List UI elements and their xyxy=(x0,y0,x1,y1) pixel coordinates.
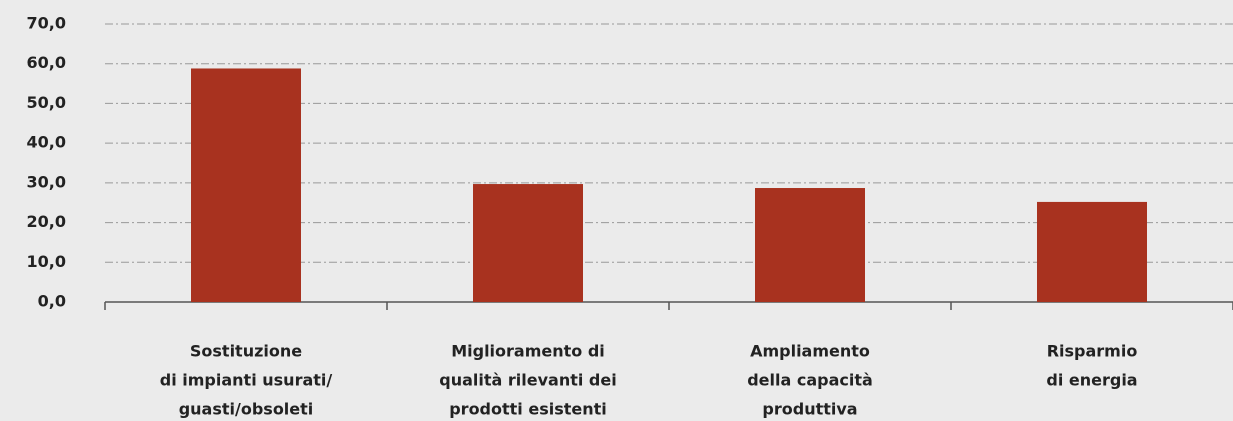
y-tick-label: 20,0 xyxy=(27,212,66,231)
y-tick-label: 40,0 xyxy=(27,133,66,152)
x-tick-label: prodotti esistenti xyxy=(449,400,607,419)
y-tick-label: 30,0 xyxy=(27,172,66,191)
y-tick-label: 0,0 xyxy=(38,292,66,311)
x-tick-label: della capacità xyxy=(747,371,873,390)
x-tick-label: di impianti usurati/ xyxy=(160,371,333,390)
x-tick-label: Sostituzione xyxy=(190,342,302,361)
bar xyxy=(473,184,583,302)
x-tick-label: guasti/obsoleti xyxy=(179,400,314,419)
x-tick-label: Miglioramento di xyxy=(451,342,605,361)
bar xyxy=(755,188,865,302)
y-tick-label: 70,0 xyxy=(27,14,66,33)
y-tick-label: 50,0 xyxy=(27,93,66,112)
bar xyxy=(191,68,301,302)
x-tick-label: produttiva xyxy=(762,400,857,419)
x-tick-label: qualità rilevanti dei xyxy=(439,371,616,390)
bar xyxy=(1037,201,1147,302)
x-tick-label: Risparmio xyxy=(1047,342,1138,361)
x-tick-label: di energia xyxy=(1046,371,1137,390)
x-tick-label: Ampliamento xyxy=(750,342,870,361)
y-tick-label: 60,0 xyxy=(27,53,66,72)
y-tick-label: 10,0 xyxy=(27,252,66,271)
